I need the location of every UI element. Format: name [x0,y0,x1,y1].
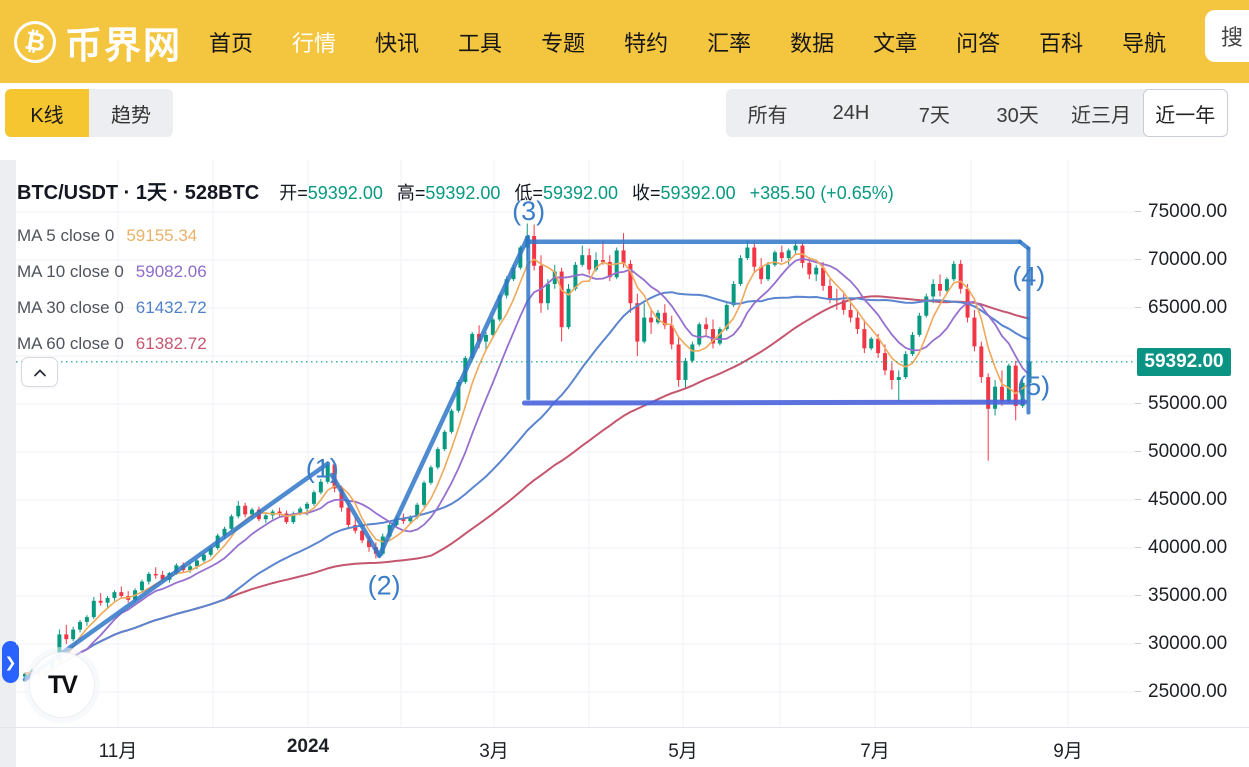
range-button[interactable]: 近三月 [1070,104,1131,127]
nav-item[interactable]: 工具 [458,30,503,56]
ohlc-close: 收=59392.00 [632,183,736,203]
range-button[interactable]: 24H [832,101,870,124]
price-axis-label: 70000.00 [1135,249,1227,271]
ohlc-open: 开=59392.00 [279,183,383,203]
price-axis-label: 40000.00 [1135,537,1227,559]
price-axis-label: 35000.00 [1135,585,1227,607]
ma-label: MA 5 close 0 [17,226,115,245]
current-price-badge: 59392.00 [1137,347,1231,376]
ma-row: MA 5 close 0 59155.34 [17,218,894,254]
nav-item[interactable]: 数据 [790,30,835,56]
ma-value: 61382.72 [135,334,207,353]
search-box[interactable]: 搜 [1205,10,1249,62]
nav-item[interactable]: 汇率 [707,30,752,56]
time-range-group: 所有 24H 7天 30天 近三月 近一年 [726,89,1228,137]
symbol-title: BTC/USDT · 1天 · 528BTC [17,182,260,204]
nav-item[interactable]: 百科 [1039,30,1084,56]
wave-label[interactable]: (2) [368,570,401,600]
time-axis-label: 9月 [1053,741,1083,762]
ma-value: 61432.72 [135,298,207,317]
ma-label: MA 10 close 0 [17,262,124,281]
time-axis[interactable]: 11月 2024 3月 5月 7月 9月 [0,727,1249,767]
ma-row: MA 10 close 0 59082.06 [17,254,894,290]
ohlc-low: 低=59392.00 [514,183,619,203]
price-axis-label: 45000.00 [1135,489,1227,511]
main-nav: 首页 行情 快讯 工具 专题 特约 汇率 数据 文章 问答 百科 导航 [209,26,1166,58]
left-strip [0,160,16,767]
nav-item[interactable]: 行情 [292,30,337,56]
wave-label[interactable]: (3) [512,196,545,226]
range-button[interactable]: 近一年 [1142,89,1228,137]
tradingview-logo[interactable]: TV [29,652,95,718]
nav-item[interactable]: 快讯 [375,30,420,56]
chevron-up-icon [33,368,46,376]
wave-labels-layer: (1) (2) (3) (4) (5) [306,196,1050,600]
nav-item[interactable]: 问答 [956,30,1001,56]
nav-item[interactable]: 专题 [541,30,586,56]
main-header: ₿ 币界网 首页 行情 快讯 工具 专题 特约 汇率 数据 文章 问答 百科 导航 搜 [0,0,1249,83]
ma-value: 59155.34 [126,226,198,245]
nav-item[interactable]: 导航 [1122,30,1167,56]
range-button[interactable]: 所有 [747,104,788,127]
chart-type-tab[interactable]: 趋势 [89,89,173,137]
chart-area[interactable]: ❯ (1) (2) (3) (4) (5) BTC/USDT · 1天 · 528BTC… [0,160,1249,767]
time-axis-label: 11月 [98,741,138,762]
time-axis-label: 7月 [860,741,890,762]
ma-row: MA 60 close 0 61382.72 [17,326,894,362]
ma-value: 59082.06 [135,262,207,281]
price-axis-label: 30000.00 [1135,633,1227,655]
bitcoin-logo-icon: ₿ [10,17,60,66]
price-axis-label: 65000.00 [1135,297,1227,319]
nav-item[interactable]: 首页 [209,30,254,56]
search-label: 搜 [1221,25,1244,50]
ohlc-high: 高=59392.00 [396,183,501,203]
drawings-layer [16,234,1135,682]
chart-toolbar: K线 趋势 所有 24H 7天 30天 近三月 近一年 [0,83,1249,160]
trend-line[interactable] [377,234,531,558]
wave-label[interactable]: (5) [1017,371,1050,401]
wave-label[interactable]: (4) [1012,261,1045,291]
collapse-legend-button[interactable] [21,357,58,387]
chart-type-tab[interactable]: K线 [5,89,89,137]
time-axis-label: 3月 [479,741,509,762]
chart-type-tabs: K线 趋势 [5,89,173,137]
trend-line[interactable] [521,399,1028,406]
ma-legend: MA 5 close 0 59155.34 MA 10 close 0 59082.0… [17,218,894,362]
trend-line[interactable] [22,461,330,682]
range-button[interactable]: 7天 [918,104,950,127]
price-axis-label: 25000.00 [1135,681,1227,703]
chart-legend: BTC/USDT · 1天 · 528BTC 开=59392.00 高=5939… [17,176,894,362]
wave-label[interactable]: (1) [306,453,339,483]
nav-item[interactable]: 特约 [624,30,669,56]
time-axis-label: 5月 [668,741,698,762]
brand-name: 币界网 [65,24,182,66]
range-button[interactable]: 30天 [996,104,1039,127]
chevron-right-icon: ❯ [4,653,17,670]
nav-item[interactable]: 文章 [873,30,918,56]
candlestick-chart[interactable]: (1) (2) (3) (4) (5) [16,160,1135,727]
time-axis-label: 2024 [286,736,330,757]
trend-line[interactable] [329,472,382,558]
ma-label: MA 60 close 0 [17,334,124,353]
price-axis-label: 55000.00 [1135,393,1227,415]
brand[interactable]: ₿ 币界网 [10,15,182,69]
price-change: +385.50 (+0.65%) [749,183,894,203]
price-axis-label: 50000.00 [1135,441,1227,463]
expand-panel-button[interactable]: ❯ [2,641,19,683]
axis-corner [0,728,16,767]
ma-label: MA 30 close 0 [17,298,124,317]
ma-row: MA 30 close 0 61432.72 [17,290,894,326]
price-axis[interactable]: 75000.00 70000.00 65000.00 55000.00 50000.00… [1135,160,1249,727]
price-axis-label: 75000.00 [1135,201,1227,223]
